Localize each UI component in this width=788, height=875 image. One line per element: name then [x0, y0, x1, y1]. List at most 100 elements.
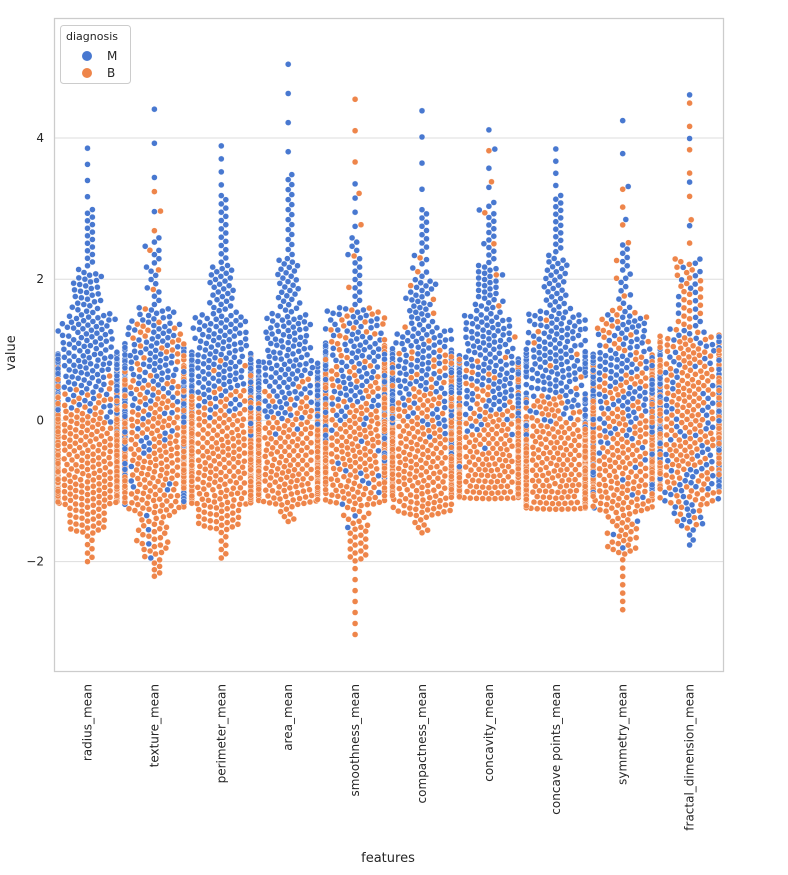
swarm-point-m — [93, 330, 101, 337]
swarm-point-b — [362, 387, 370, 394]
swarm-point-m — [107, 328, 115, 335]
swarm-point-b — [615, 495, 623, 502]
swarm-point-b — [508, 478, 516, 486]
swarm-point-m — [334, 460, 342, 467]
swarm-point-b — [469, 431, 476, 439]
swarm-point-b — [273, 471, 280, 479]
swarm-point-m — [351, 276, 359, 283]
swarm-point-m — [87, 278, 94, 286]
swarm-point-b — [173, 450, 181, 457]
swarm-point-b — [529, 467, 536, 474]
swarm-point-b — [410, 385, 417, 393]
swarm-point-m — [180, 400, 188, 408]
swarm-point-m — [130, 371, 137, 378]
swarm-point-m — [218, 217, 225, 224]
swarm-point-b — [141, 395, 149, 402]
swarm-point-b — [537, 422, 545, 429]
swarm-point-m — [274, 271, 282, 278]
swarm-point-b — [429, 458, 437, 465]
swarm-point-m — [231, 405, 239, 413]
swarm-point-b — [561, 471, 568, 479]
swarm-point-m — [86, 400, 94, 407]
swarm-point-b — [491, 374, 498, 382]
swarm-point-m — [508, 386, 515, 393]
swarm-point-b — [89, 451, 97, 458]
swarm-point-b — [158, 549, 165, 556]
swarm-point-m — [525, 329, 532, 336]
swarm-point-m — [288, 296, 295, 303]
swarm-point-b — [79, 528, 87, 536]
swarm-point-b — [96, 415, 104, 422]
swarm-point-b — [272, 500, 279, 508]
swarm-point-b — [90, 509, 97, 516]
swarm-point-m — [553, 268, 560, 275]
swarm-point-b — [334, 438, 341, 445]
swarm-point-b — [406, 504, 413, 512]
swarm-point-m — [486, 279, 494, 286]
swarm-point-b — [84, 504, 91, 511]
swarm-point-m — [557, 347, 564, 355]
swarm-point-b — [570, 421, 578, 428]
swarm-point-m — [492, 362, 500, 369]
swarm-point-b — [286, 510, 294, 518]
swarm-point-m — [222, 221, 230, 228]
swarm-point-b — [551, 467, 558, 475]
swarm-point-b — [427, 390, 434, 397]
swarm-point-m — [275, 257, 283, 264]
swarm-point-m — [71, 344, 78, 351]
swarm-point-b — [407, 282, 414, 289]
swarm-point-m — [224, 290, 232, 297]
swarm-point-m — [291, 329, 298, 337]
swarm-point-m — [111, 316, 119, 323]
swarm-point-b — [440, 508, 448, 515]
swarm-point-b — [54, 498, 62, 506]
swarm-point-b — [604, 494, 611, 502]
swarm-point-b — [339, 488, 346, 495]
swarm-point-b — [381, 492, 388, 499]
swarm-point-b — [170, 486, 177, 493]
swarm-point-m — [218, 192, 225, 199]
swarm-point-b — [95, 461, 102, 468]
swarm-point-m — [121, 460, 129, 467]
swarm-point-m — [335, 396, 342, 403]
swarm-point-m — [295, 348, 302, 355]
swarm-point-b — [638, 507, 645, 514]
swarm-point-b — [163, 456, 170, 463]
swarm-point-b — [142, 305, 149, 313]
swarm-point-m — [287, 412, 294, 419]
swarm-point-b — [156, 439, 163, 446]
swarm-point-m — [598, 404, 605, 412]
swarm-point-m — [475, 262, 482, 269]
swarm-point-b — [225, 459, 233, 467]
swarm-point-m — [205, 364, 212, 371]
swarm-point-m — [231, 354, 238, 361]
swarm-point-m — [297, 334, 304, 341]
swarm-point-m — [84, 217, 91, 225]
swarm-point-b — [406, 404, 414, 411]
swarm-point-b — [262, 487, 269, 494]
swarm-point-m — [546, 280, 553, 287]
swarm-point-b — [567, 499, 575, 507]
swarm-point-b — [67, 497, 74, 504]
swarm-point-m — [355, 329, 362, 336]
swarm-point-b — [269, 444, 276, 451]
swarm-point-m — [485, 126, 493, 134]
swarm-point-m — [632, 464, 639, 471]
swarm-point-m — [628, 338, 635, 345]
swarm-point-m — [288, 191, 295, 198]
swarm-point-b — [303, 394, 310, 401]
swarm-point-m — [478, 302, 485, 310]
swarm-point-b — [434, 510, 442, 517]
swarm-point-b — [154, 419, 162, 427]
swarm-point-b — [113, 416, 121, 423]
swarm-point-m — [341, 413, 349, 420]
swarm-point-b — [262, 471, 269, 478]
swarm-point-m — [227, 312, 235, 319]
swarm-point-b — [424, 482, 431, 489]
swarm-point-m — [480, 361, 488, 368]
swarm-point-b — [255, 450, 262, 457]
swarm-point-b — [442, 454, 449, 461]
swarm-point-m — [282, 269, 290, 276]
swarm-point-m — [212, 316, 220, 323]
swarm-point-b — [467, 466, 475, 474]
